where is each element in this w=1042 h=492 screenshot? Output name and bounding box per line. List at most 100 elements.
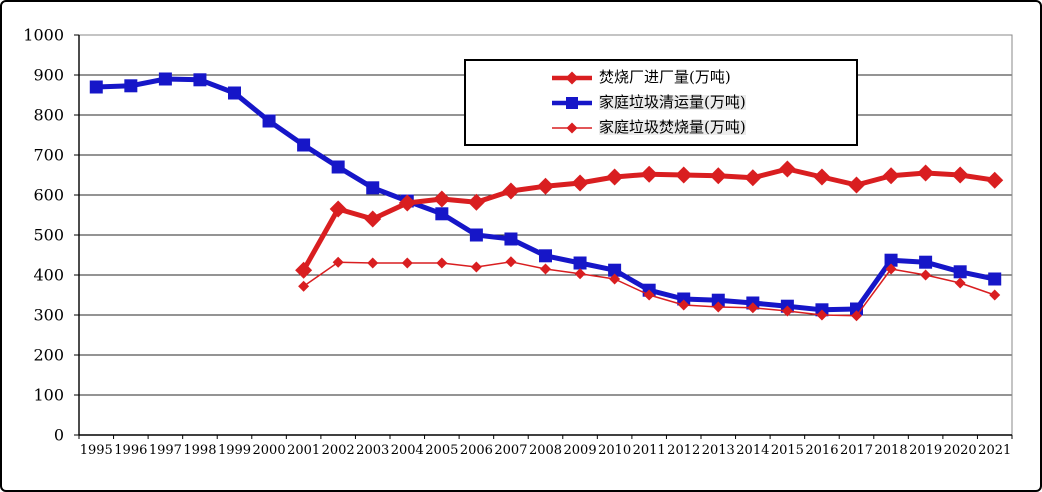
data-point-diamond [986,171,1004,189]
data-point-diamond [467,193,485,211]
y-axis-label: 200 [33,346,64,365]
data-point-diamond [954,277,966,289]
x-axis-label: 2007 [494,443,527,458]
data-point-square [89,80,103,94]
data-point-diamond [609,273,621,285]
data-point-diamond [678,299,690,311]
data-point-diamond [502,182,520,200]
data-point-square [539,249,552,263]
data-point-diamond [920,269,932,281]
data-point-diamond [816,309,828,321]
data-point-diamond [367,257,379,269]
x-axis-label: 2006 [460,443,493,458]
data-point-square [262,114,276,128]
data-point-diamond [781,305,793,317]
data-point-diamond [401,257,413,269]
data-point-diamond [640,165,658,183]
data-point-diamond [295,261,313,279]
x-axis-label: 2020 [944,443,977,458]
data-point-square [297,138,311,152]
x-axis-label: 2000 [253,443,286,458]
legend-label: 焚烧厂进厂量(万吨) [599,68,731,86]
data-point-diamond [813,168,831,186]
y-axis-label: 900 [33,66,64,85]
x-axis-label: 2017 [840,443,873,458]
data-point-diamond [606,168,624,186]
legend-label: 家庭垃圾焚烧量(万吨) [599,118,746,136]
legend-marker-red-thick-diamond-icon [552,71,592,84]
data-point-diamond [329,200,347,218]
legend-item-incinerator-intake: 焚烧厂进厂量(万吨) [552,66,856,90]
data-point-diamond [433,190,451,208]
y-axis-label: 400 [33,266,64,285]
data-point-square [504,232,518,246]
x-axis-label: 2002 [322,443,355,458]
data-point-square [193,73,207,87]
x-axis-label: 1998 [183,443,216,458]
data-point-square [366,181,380,195]
data-point-diamond [744,169,762,187]
data-point-square [331,160,345,174]
data-point-diamond [436,257,448,269]
series-2 [298,256,1001,322]
data-point-diamond [643,289,655,301]
x-axis-label: 2016 [805,443,838,458]
y-axis-label: 500 [33,226,64,245]
x-axis-label: 2012 [667,443,700,458]
data-point-diamond [332,256,344,268]
x-axis-label: 2011 [633,443,666,458]
data-point-diamond [848,176,865,194]
x-axis-label: 2005 [425,443,458,458]
chart-legend: 焚烧厂进厂量(万吨) 家庭垃圾清运量(万吨) 家庭垃圾焚烧量(万吨) [464,59,858,146]
data-point-diamond [364,210,382,228]
x-axis-label: 2003 [356,443,389,458]
x-axis-label: 2014 [736,443,769,458]
y-axis-label: 800 [33,106,64,125]
data-point-square [469,228,483,242]
legend-label: 家庭垃圾清运量(万吨) [599,93,746,111]
x-axis-label: 1996 [114,443,147,458]
data-point-diamond [778,160,796,178]
legend-item-household-incineration: 家庭垃圾焚烧量(万吨) [552,116,856,140]
data-point-square [884,253,898,267]
x-axis-label: 2015 [771,443,804,458]
legend-marker-red-thin-diamond-icon [552,122,592,133]
y-axis-label: 0 [54,426,64,445]
data-point-diamond [505,256,517,268]
y-axis-label: 600 [33,186,64,205]
x-axis-label: 2001 [287,443,320,458]
data-point-diamond [712,301,724,313]
data-point-square [435,207,449,221]
data-point-diamond [885,263,897,275]
data-point-square [573,256,587,270]
series-0 [295,160,1004,279]
data-point-square [711,293,725,307]
data-point-square [953,265,967,279]
data-point-diamond [571,174,589,192]
y-axis-label: 100 [33,386,64,405]
data-point-square [608,263,622,277]
y-axis-label: 1000 [23,26,64,45]
x-axis-labels: 1995 1996 1997 1998 1999 2000 2001 2002 2003 2004… [80,443,1012,458]
data-point-diamond [709,167,727,185]
data-point-diamond [917,164,935,182]
data-point-diamond [989,289,1001,301]
legend-marker-blue-square-icon [552,96,592,109]
legend-item-household-collection: 家庭垃圾清运量(万吨) [552,91,856,115]
x-axis-label: 2013 [702,443,735,458]
data-point-diamond [851,310,862,322]
data-point-diamond [882,167,900,185]
x-axis-label: 2018 [875,443,908,458]
data-point-diamond [537,177,554,195]
x-axis-label: 1999 [218,443,251,458]
y-axis-label: 300 [33,306,64,325]
data-point-diamond [398,194,416,212]
x-axis-label: 1995 [80,443,113,458]
data-point-diamond [675,166,693,184]
y-axis-label: 700 [33,146,64,165]
y-axis-labels: 0 100 200 300 400 500 600 700 800 900 1000 [23,26,64,445]
data-point-square [677,292,691,306]
x-axis-label: 2019 [909,443,942,458]
